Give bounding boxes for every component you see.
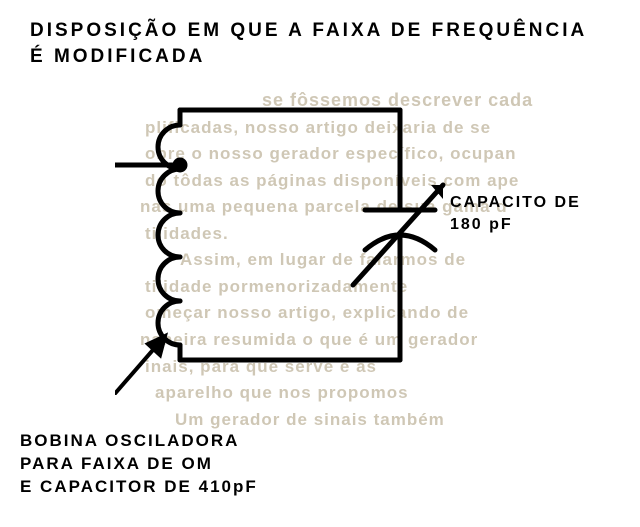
lc-circuit-schematic bbox=[115, 95, 455, 395]
capacitor-label-line2: 180 pF bbox=[450, 216, 513, 233]
bleed-line: Um gerador de sinais também bbox=[175, 410, 445, 430]
title-line1: DISPOSIÇÃO EM QUE A FAIXA DE FREQUÊNCIA bbox=[30, 20, 587, 41]
coil-label-line3: E CAPACITOR DE 410pF bbox=[20, 477, 258, 496]
coil-label: BOBINA OSCILADORA PARA FAIXA DE OM E CAP… bbox=[20, 430, 258, 499]
coil-pointer-arrow bbox=[115, 336, 165, 395]
oscillator-coil bbox=[158, 110, 180, 360]
coil-label-line1: BOBINA OSCILADORA bbox=[20, 431, 239, 450]
capacitor-label-line1: CAPACITO DE bbox=[450, 194, 581, 211]
coil-label-line2: PARA FAIXA DE OM bbox=[20, 454, 213, 473]
diagram-title: DISPOSIÇÃO EM QUE A FAIXA DE FREQUÊNCIA … bbox=[30, 18, 620, 69]
capacitor-label: CAPACITO DE 180 pF bbox=[450, 192, 581, 235]
title-line2: É MODIFICADA bbox=[30, 46, 205, 67]
